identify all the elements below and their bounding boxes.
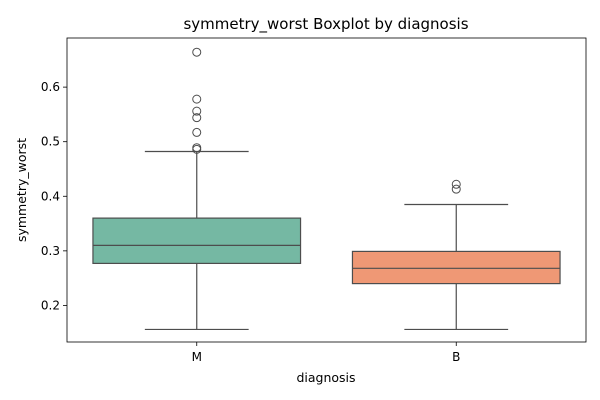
box-group-B [351, 179, 561, 331]
box-iqr [351, 250, 561, 285]
plot-area [92, 47, 561, 331]
outlier-point [451, 184, 461, 194]
outlier-point [451, 179, 461, 189]
outlier-point [192, 144, 202, 154]
x-tick-label: B [452, 350, 460, 364]
outlier-point [192, 127, 202, 137]
y-tick-label: 0.6 [41, 80, 60, 94]
y-axis-label: symmetry_worst [14, 138, 29, 242]
box-iqr [92, 217, 302, 265]
y-tick-label: 0.4 [41, 189, 60, 203]
x-tick-label: M [192, 350, 202, 364]
plot-frame [66, 37, 587, 343]
outlier-point [192, 47, 202, 57]
y-tick-label: 0.5 [41, 135, 60, 149]
chart-title: symmetry_worst Boxplot by diagnosis [183, 15, 468, 34]
x-axis-label: diagnosis [296, 370, 355, 385]
outlier-point [192, 106, 202, 116]
outlier-point [192, 94, 202, 104]
outlier-point [192, 113, 202, 123]
box-group-M [92, 47, 302, 331]
y-tick-label: 0.2 [41, 298, 60, 312]
y-tick-label: 0.3 [41, 244, 60, 258]
y-axis: 0.2 0.3 0.4 0.5 0.6 [41, 80, 67, 312]
